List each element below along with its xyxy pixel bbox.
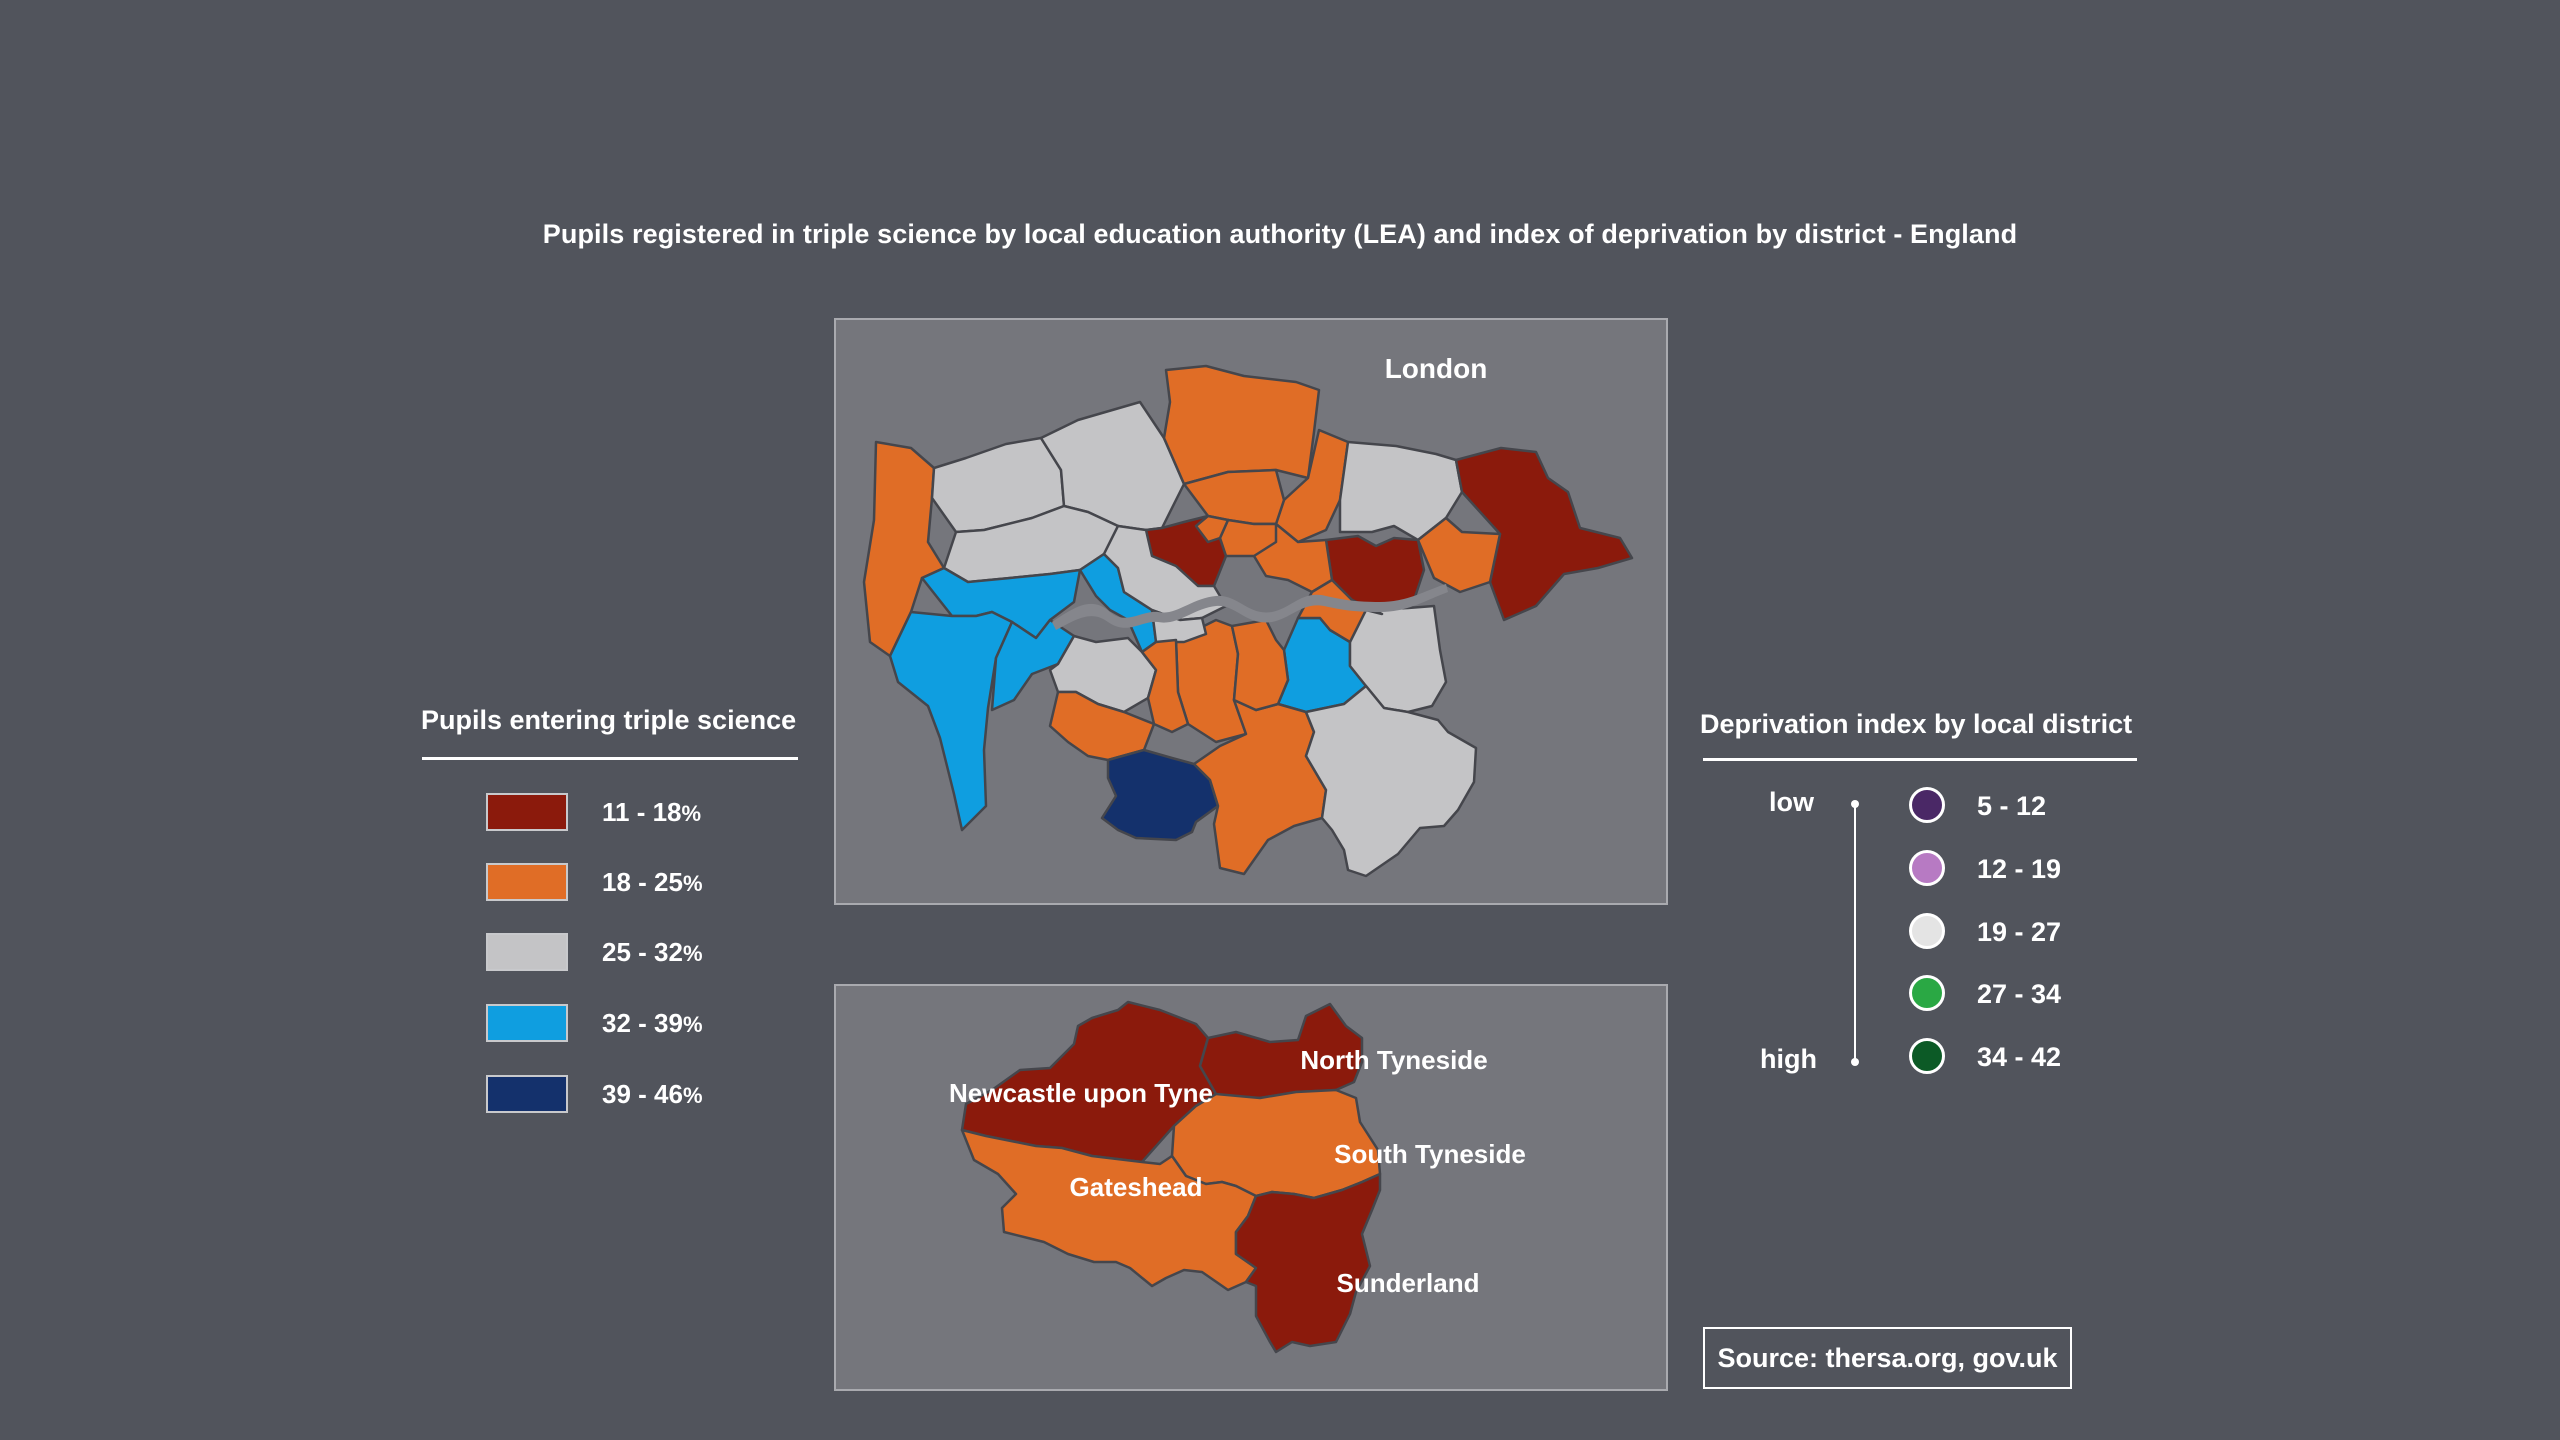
tyne-map: Newcastle upon Tyne North Tyneside South… bbox=[949, 1000, 1526, 1354]
london-borough[interactable] bbox=[1194, 514, 1230, 544]
legend-label: 34 - 42 bbox=[1977, 1042, 2062, 1072]
tyne-area-sunderland[interactable] bbox=[1234, 1172, 1382, 1354]
london-map-panel: London bbox=[834, 318, 1668, 905]
legend-label: 39 - 46% bbox=[602, 1079, 703, 1109]
tyne-label-south-tyneside: South Tyneside bbox=[1334, 1139, 1526, 1169]
legend-label: 12 - 19 bbox=[1977, 854, 2062, 884]
science-legend-rule bbox=[422, 757, 798, 760]
legend-swatch bbox=[486, 793, 568, 831]
science-legend-heading: Pupils entering triple science bbox=[421, 705, 797, 735]
tyne-label-sunderland: Sunderland bbox=[1336, 1268, 1479, 1298]
deprivation-high-label: high bbox=[1760, 1044, 1817, 1074]
london-borough[interactable] bbox=[1102, 524, 1228, 622]
london-borough[interactable] bbox=[1140, 638, 1190, 734]
london-borough[interactable] bbox=[1304, 684, 1478, 878]
london-map: London bbox=[862, 353, 1634, 878]
tyne-label-north-tyneside: North Tyneside bbox=[1300, 1045, 1487, 1075]
tyne-map-panel: Newcastle upon Tyne North Tyneside South… bbox=[834, 984, 1668, 1391]
legend-label: 32 - 39% bbox=[602, 1008, 703, 1038]
legend-circle bbox=[1909, 850, 1945, 886]
map-title: Pupils registered in triple science by l… bbox=[542, 219, 2018, 249]
london-borough[interactable] bbox=[1348, 604, 1448, 714]
scale-end-dot bbox=[1851, 800, 1859, 808]
tyne-label-newcastle: Newcastle upon Tyne bbox=[949, 1078, 1213, 1108]
deprivation-legend-heading: Deprivation index by local district bbox=[1700, 709, 2133, 739]
legend-circle bbox=[1909, 975, 1945, 1011]
scale-end-dot bbox=[1851, 1058, 1859, 1066]
deprivation-legend-rule bbox=[1703, 758, 2137, 761]
tyne-label-gateshead: Gateshead bbox=[1070, 1172, 1203, 1202]
legend-label: 25 - 32% bbox=[602, 937, 703, 967]
deprivation-scale-line bbox=[1854, 803, 1856, 1062]
legend-label: 18 - 25% bbox=[602, 867, 703, 897]
legend-swatch bbox=[486, 933, 568, 971]
london-borough[interactable] bbox=[1230, 618, 1290, 712]
legend-circle bbox=[1909, 787, 1945, 823]
legend-circle bbox=[1909, 1038, 1945, 1074]
london-borough[interactable] bbox=[990, 618, 1076, 712]
legend-label: 5 - 12 bbox=[1977, 791, 2047, 821]
london-borough[interactable] bbox=[1162, 364, 1321, 486]
legend-circle bbox=[1909, 913, 1945, 949]
legend-label: 11 - 18% bbox=[602, 797, 702, 827]
london-label: London bbox=[1385, 353, 1488, 384]
legend-swatch bbox=[486, 863, 568, 901]
source-note: Source: thersa.org, gov.uk bbox=[1703, 1327, 2072, 1389]
legend-swatch bbox=[486, 1075, 568, 1113]
london-borough[interactable] bbox=[1100, 748, 1220, 842]
deprivation-low-label: low bbox=[1769, 787, 1814, 817]
legend-label: 27 - 34 bbox=[1977, 979, 2062, 1009]
legend-swatch bbox=[486, 1004, 568, 1042]
legend-label: 19 - 27 bbox=[1977, 917, 2062, 947]
london-borough[interactable] bbox=[888, 610, 1014, 832]
thames-river bbox=[1052, 584, 1448, 630]
london-borough[interactable] bbox=[1416, 516, 1502, 594]
